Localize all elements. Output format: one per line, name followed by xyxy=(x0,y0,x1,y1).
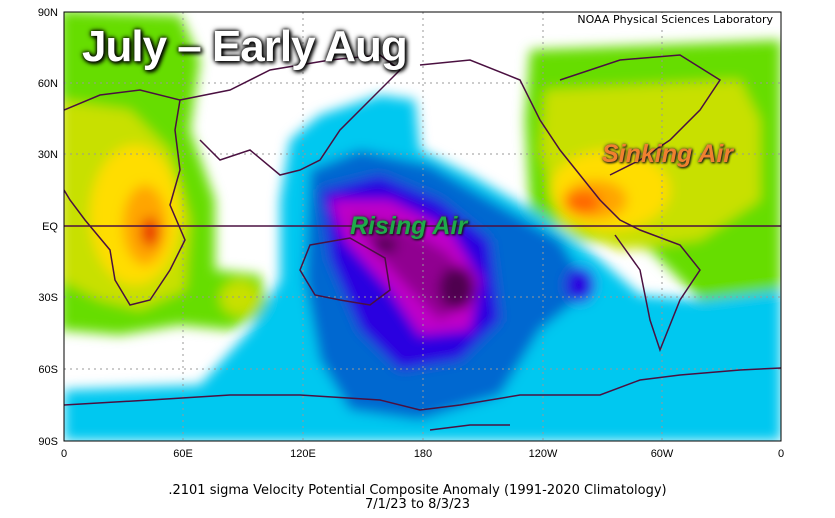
longitude-axis: 0 60E 120E 180 120W 60W 0 xyxy=(61,448,784,460)
lat-tick: EQ xyxy=(42,221,58,233)
lon-tick: 120E xyxy=(290,448,316,460)
plot-frame xyxy=(63,11,782,442)
lon-tick: 180 xyxy=(414,448,432,460)
latitude-axis: 90N 60N 30N EQ 30S 60S 90S xyxy=(38,7,59,448)
lon-tick: 0 xyxy=(778,448,784,460)
lat-tick: 60N xyxy=(38,78,58,90)
negative-3b xyxy=(565,267,595,303)
rising-air-label: Rising Air xyxy=(350,212,468,240)
coastlines xyxy=(64,54,781,431)
caption-title: .2101 sigma Velocity Potential Composite… xyxy=(168,483,667,498)
lat-tick: 60S xyxy=(38,364,58,376)
lon-tick: 60W xyxy=(651,448,674,460)
lat-tick: 30N xyxy=(38,149,58,161)
caption-dates: 7/1/23 to 8/3/23 xyxy=(364,497,470,512)
africa-positive-5 xyxy=(141,217,159,247)
negative-6b xyxy=(373,237,397,253)
lon-tick: 0 xyxy=(61,448,67,460)
lat-tick: 90N xyxy=(38,7,58,19)
indian-ocean-positive xyxy=(220,280,260,316)
americas-positive-5 xyxy=(565,191,601,213)
negative-6 xyxy=(439,266,475,310)
lat-tick: 90S xyxy=(38,436,58,448)
lat-tick: 30S xyxy=(38,292,58,304)
lon-tick: 120W xyxy=(529,448,558,460)
lon-tick: 60E xyxy=(173,448,193,460)
sinking-air-label: Sinking Air xyxy=(602,140,734,168)
credit-label: NOAA Physical Sciences Laboratory xyxy=(575,13,775,26)
headline: July – Early Aug xyxy=(82,22,408,71)
anomaly-contours xyxy=(64,12,781,441)
